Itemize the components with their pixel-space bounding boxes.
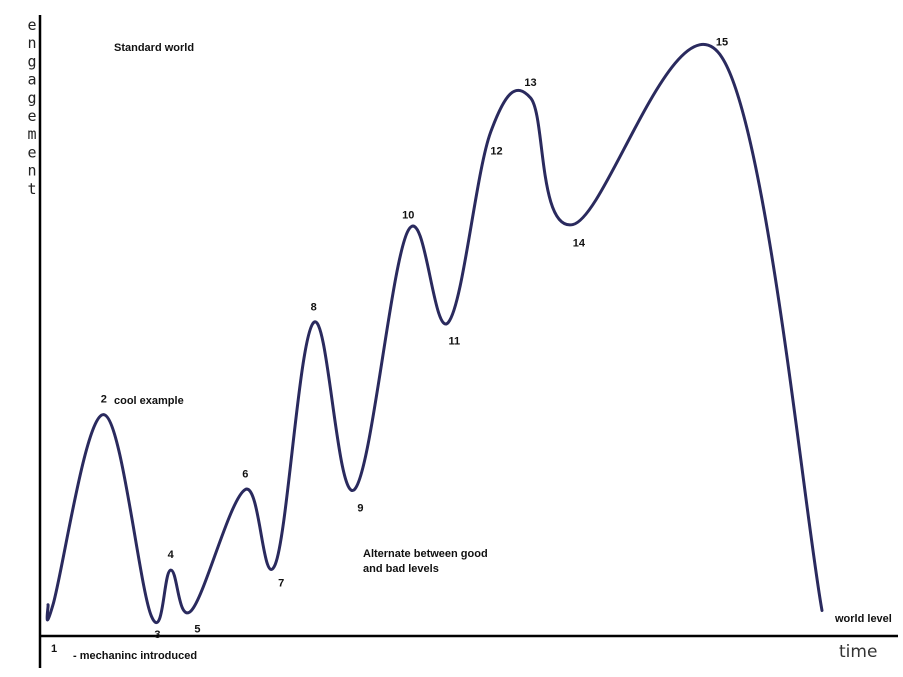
point-label-7: 7 <box>278 577 284 589</box>
point-label-14: 14 <box>573 238 586 250</box>
point-label-13: 13 <box>524 77 536 89</box>
point-label-2: 2 <box>101 394 107 406</box>
y-axis-label-letter: n <box>27 34 36 52</box>
point-label-3: 3 <box>154 629 160 641</box>
point-label-5: 5 <box>194 623 200 635</box>
point-label-12: 12 <box>490 145 502 157</box>
annotation-alternate-line1: Alternate between good <box>363 548 488 560</box>
y-axis-label-letter: e <box>27 16 36 34</box>
point-label-6: 6 <box>242 469 248 481</box>
annotation-cool-example: cool example <box>114 395 184 407</box>
y-axis-label-letter: e <box>27 107 36 125</box>
y-axis-label-letter: n <box>27 162 36 180</box>
y-axis-label-letter: t <box>27 180 36 198</box>
y-axis-label-letter: m <box>27 125 36 143</box>
point-label-4: 4 <box>168 549 175 561</box>
engagement-line <box>45 43 824 625</box>
annotation-world-level: world level <box>834 613 892 625</box>
point-label-15: 15 <box>716 37 728 49</box>
annotation-alternate-line2: and bad levels <box>363 563 439 575</box>
point-label-11: 11 <box>448 335 460 347</box>
y-axis-label-letter: g <box>27 52 36 70</box>
point-label-1: 1 <box>51 643 57 655</box>
point-label-9: 9 <box>357 503 363 515</box>
y-axis-label-letter: g <box>27 89 36 107</box>
y-axis-label-letter: e <box>27 143 36 161</box>
y-axis-label-letter: a <box>27 71 36 89</box>
annotation-mechanic: - mechaninc introduced <box>73 650 197 662</box>
x-axis-label: time <box>839 642 877 662</box>
point-label-10: 10 <box>402 209 414 221</box>
point-label-8: 8 <box>311 301 317 313</box>
chart-title: Standard world <box>114 42 194 54</box>
